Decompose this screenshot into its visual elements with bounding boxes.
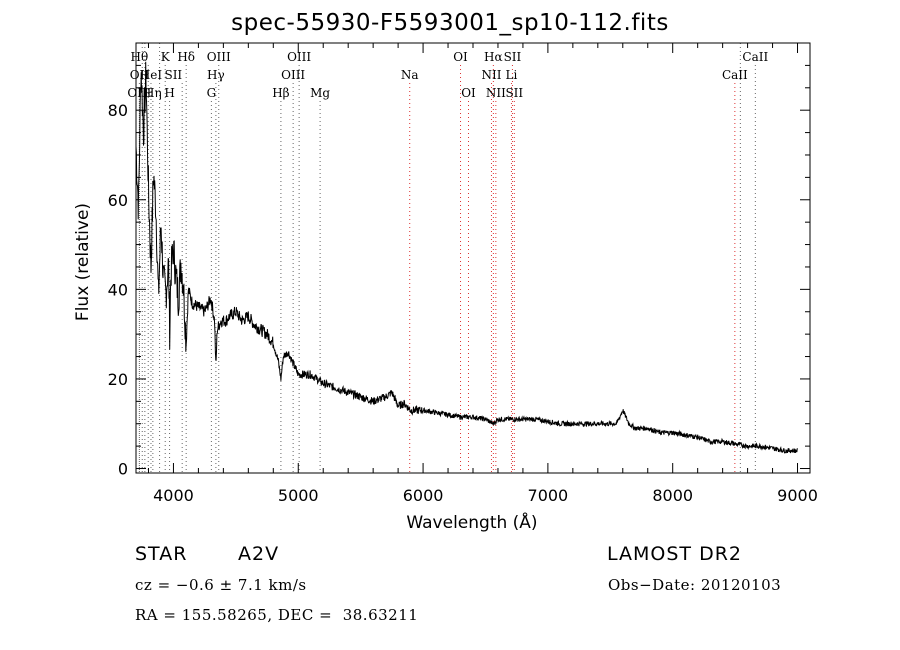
line-label-17: OIII bbox=[287, 50, 311, 64]
x-tick-label: 4000 bbox=[153, 486, 194, 505]
spectral-line-markers bbox=[139, 43, 755, 473]
line-label-28: CaII bbox=[722, 68, 748, 82]
line-label-11: Hδ bbox=[177, 50, 195, 64]
line-label-26: SII bbox=[504, 50, 522, 64]
line-label-9: H bbox=[164, 86, 174, 100]
x-axis-label: Wavelength (Å) bbox=[406, 511, 537, 533]
y-axis-label: Flux (relative) bbox=[73, 203, 93, 321]
x-tick-label: 9000 bbox=[777, 486, 818, 505]
y-tick-label: 60 bbox=[108, 191, 128, 210]
coordinates: RA = 155.58265, DEC = 38.63211 bbox=[135, 606, 418, 624]
plot-frame bbox=[136, 43, 810, 473]
line-label-5: HeI bbox=[140, 68, 163, 82]
survey-name: LAMOST DR2 bbox=[607, 543, 742, 565]
y-tick-label: 20 bbox=[108, 370, 128, 389]
line-label-24: NII bbox=[486, 86, 506, 100]
y-tick-label: 80 bbox=[108, 101, 128, 120]
line-label-14: OIII bbox=[207, 50, 231, 64]
line-label-18: Mg bbox=[310, 86, 330, 100]
line-label-27: SII bbox=[505, 86, 523, 100]
line-label-10: SII bbox=[164, 68, 182, 82]
observation-date: Obs−Date: 20120103 bbox=[608, 576, 781, 594]
line-label-15: Hβ bbox=[272, 86, 289, 100]
spectral-line-labels: OIIOIIIHθHeIHηKHSIIHδGHγOIIIHβOIIIOIIIMg… bbox=[127, 50, 768, 100]
spectral-subclass: A2V bbox=[238, 543, 279, 565]
line-label-22: NII bbox=[481, 68, 501, 82]
spectrum-line bbox=[136, 62, 797, 453]
line-label-30: CaII bbox=[742, 50, 768, 64]
line-label-19: Na bbox=[401, 68, 419, 82]
x-tick-label: 6000 bbox=[403, 486, 444, 505]
line-label-8: K bbox=[161, 50, 171, 64]
line-label-13: Hγ bbox=[207, 68, 225, 82]
line-label-25: Li bbox=[506, 68, 518, 82]
redshift-velocity: cz = −0.6 ± 7.1 km/s bbox=[135, 576, 307, 594]
x-axis-ticks: 4000 5000 6000 7000 8000 9000 bbox=[148, 43, 817, 505]
line-label-20: OI bbox=[453, 50, 468, 64]
y-tick-label: 0 bbox=[118, 460, 128, 479]
line-label-23: Hα bbox=[484, 50, 503, 64]
x-tick-label: 8000 bbox=[652, 486, 693, 505]
line-label-12: G bbox=[207, 86, 217, 100]
y-tick-label: 40 bbox=[108, 280, 128, 299]
object-type: STAR bbox=[135, 543, 187, 565]
x-tick-label: 5000 bbox=[278, 486, 319, 505]
x-tick-label: 7000 bbox=[528, 486, 569, 505]
line-label-16: OIII bbox=[281, 68, 305, 82]
line-label-21: OI bbox=[461, 86, 476, 100]
